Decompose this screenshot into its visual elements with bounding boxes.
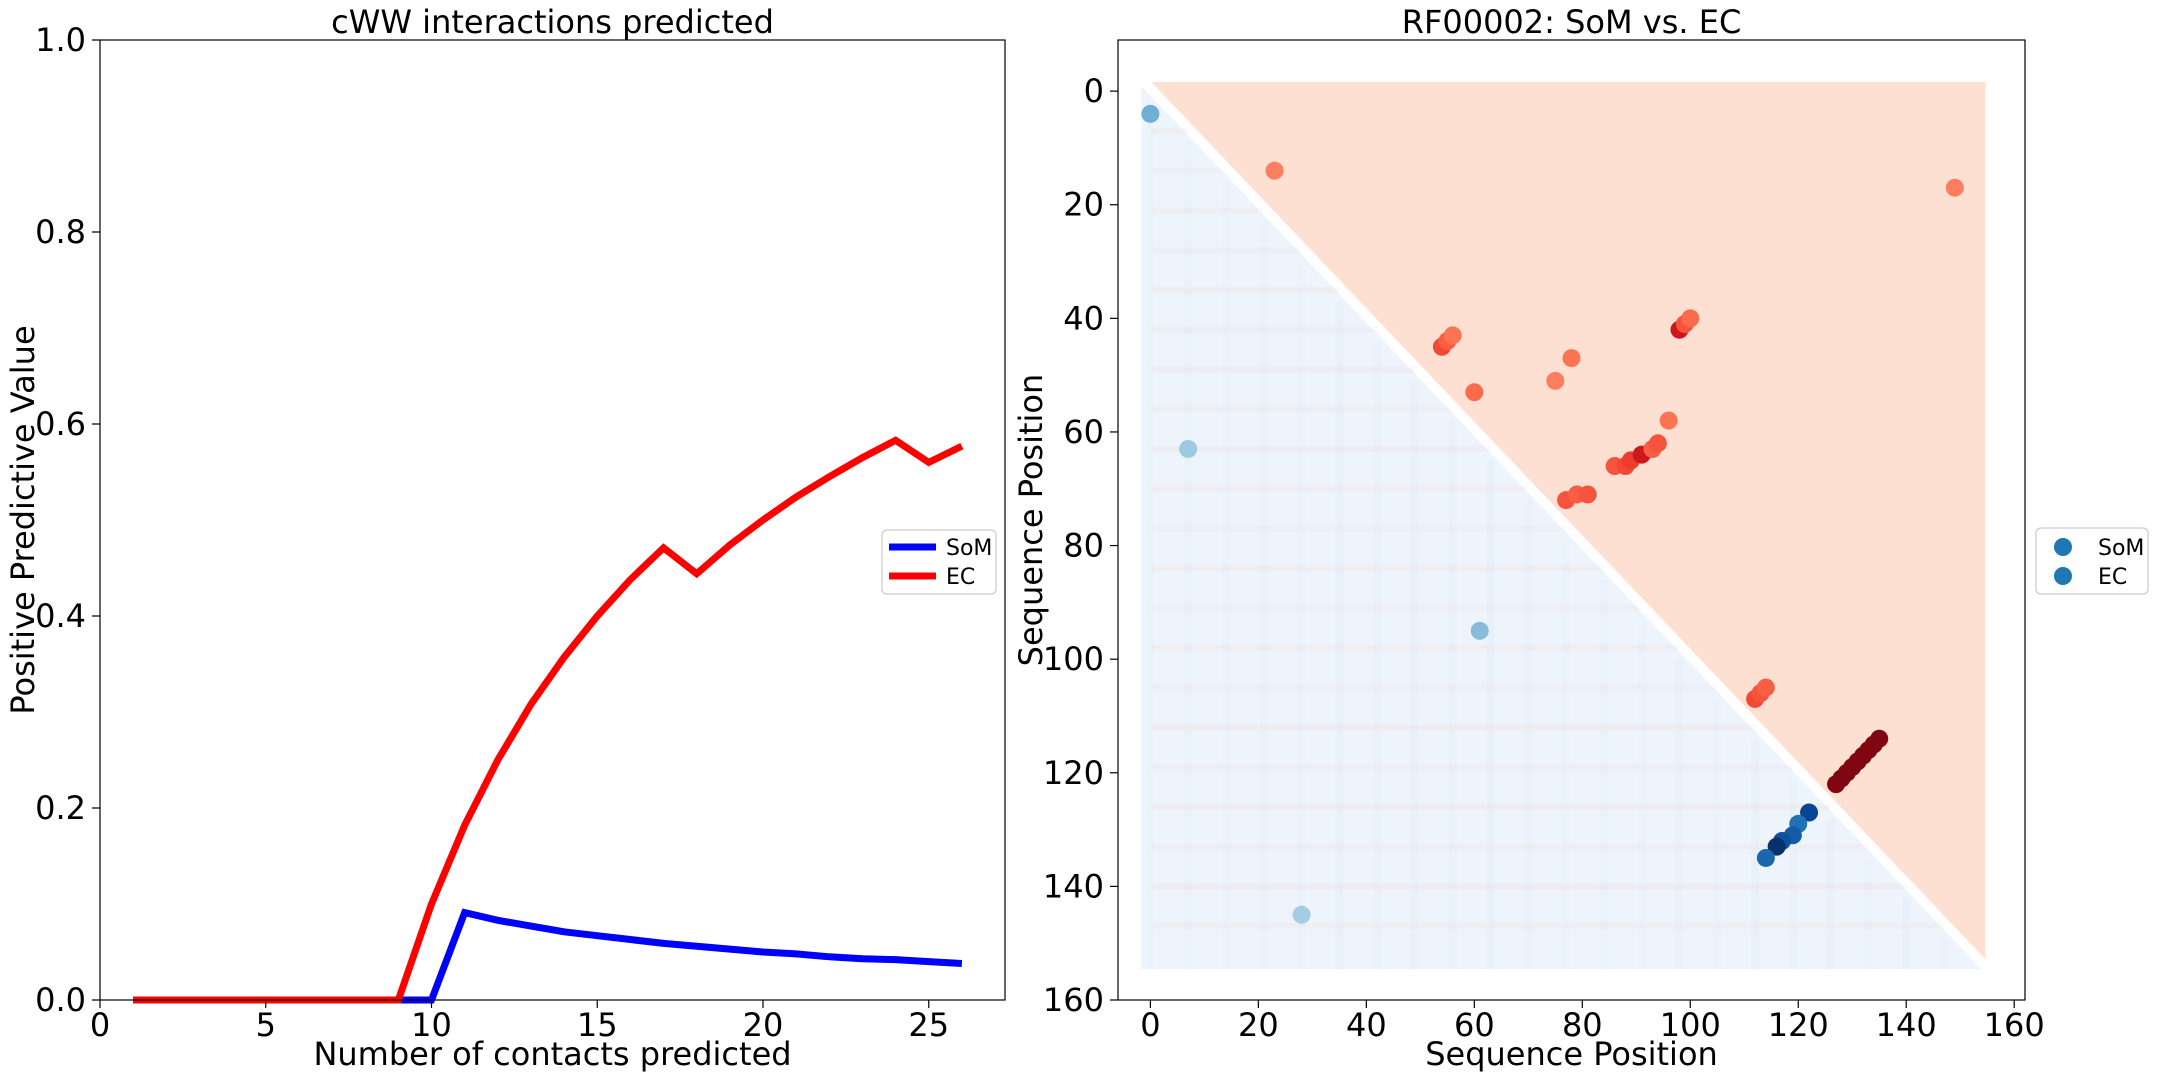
legend: SoM EC — [2035, 527, 2149, 595]
x-tick-label: 15 — [577, 1006, 618, 1044]
contact-map-scatter: 0 20 40 60 80 100 120 140 160 0 20 40 60 80 100 120 140 1… — [1012, 3, 2149, 1073]
y-tick-label: 0.2 — [35, 789, 86, 827]
ec-point — [1465, 383, 1484, 402]
x-tick-label: 120 — [1768, 1006, 1829, 1044]
y-tick-label: 1.0 — [35, 21, 86, 59]
y-tick-label: 0 — [1084, 72, 1104, 110]
chart-title: RF00002: SoM vs. EC — [1402, 3, 1742, 41]
x-axis-label: Sequence Position — [1425, 1035, 1718, 1073]
ec-point — [1443, 326, 1462, 345]
som-point — [1292, 905, 1311, 924]
ppv-line-chart: 0 5 10 15 20 25 0.0 0.2 0.4 0.6 0.8 1.0 cWW interact… — [4, 3, 1006, 1073]
legend-label-som: SoM — [2098, 536, 2144, 561]
legend-marker-ec — [2054, 567, 2072, 585]
legend-marker-som — [2054, 538, 2072, 556]
y-axis-label: Positive Predictive Value — [4, 325, 42, 714]
axes-frame — [1117, 39, 2026, 1001]
x-tick-label: 160 — [1984, 1006, 2045, 1044]
som-point — [1179, 439, 1198, 458]
y-tick-label: 160 — [1043, 981, 1104, 1019]
axes-frame — [99, 39, 1006, 1001]
x-tick-label: 20 — [743, 1006, 784, 1044]
x-tick-label: 40 — [1346, 1006, 1387, 1044]
legend-label-ec: EC — [2098, 565, 2127, 590]
x-tick-label: 10 — [411, 1006, 452, 1044]
x-tick-label: 60 — [1454, 1006, 1495, 1044]
y-tick-label: 60 — [1063, 413, 1104, 451]
som-point — [1470, 621, 1489, 640]
x-tick-label: 140 — [1876, 1006, 1937, 1044]
ec-point — [1546, 371, 1565, 390]
y-tick-label: 140 — [1043, 867, 1104, 905]
som-lower-triangle — [1141, 86, 1982, 970]
x-tick-label: 5 — [256, 1006, 276, 1044]
x-tick-label: 80 — [1562, 1006, 1603, 1044]
som-point — [1756, 848, 1775, 867]
som-point — [1800, 803, 1819, 822]
y-tick-label: 0.8 — [35, 213, 86, 251]
y-tick-label: 80 — [1063, 527, 1104, 565]
som-point — [1767, 837, 1786, 856]
y-tick-label: 40 — [1063, 299, 1104, 337]
chart-title: cWW interactions predicted — [331, 3, 774, 41]
x-tick-label: 0 — [90, 1006, 110, 1044]
ec-point — [1756, 678, 1775, 697]
y-axis-label: Sequence Position — [1012, 374, 1050, 667]
ec-point — [1648, 434, 1667, 453]
y-tick-label: 100 — [1043, 640, 1104, 678]
x-tick-label: 25 — [908, 1006, 949, 1044]
ec-point — [1578, 485, 1597, 504]
plot-area — [100, 40, 1005, 1000]
y-tick-label: 0.6 — [35, 405, 86, 443]
ec-point — [1870, 729, 1889, 748]
ec-point — [1945, 178, 1964, 197]
x-axis-label: Number of contacts predicted — [313, 1035, 791, 1073]
legend-label-som: SoM — [946, 536, 992, 561]
ec-upper-triangle — [1151, 82, 1986, 960]
ec-point — [1265, 161, 1284, 180]
x-tick-label: 20 — [1238, 1006, 1279, 1044]
legend: SoM EC — [881, 529, 997, 595]
som-point — [1141, 104, 1160, 123]
y-tick-label: 120 — [1043, 754, 1104, 792]
y-tick-label: 20 — [1063, 186, 1104, 224]
legend-label-ec: EC — [946, 565, 975, 590]
x-tick-label: 100 — [1660, 1006, 1721, 1044]
ec-point — [1681, 309, 1700, 328]
x-tick-label: 0 — [1140, 1006, 1160, 1044]
ec-point — [1659, 411, 1678, 430]
y-tick-label: 0.4 — [35, 597, 86, 635]
y-tick-label: 0.0 — [35, 981, 86, 1019]
ec-point — [1562, 349, 1581, 368]
